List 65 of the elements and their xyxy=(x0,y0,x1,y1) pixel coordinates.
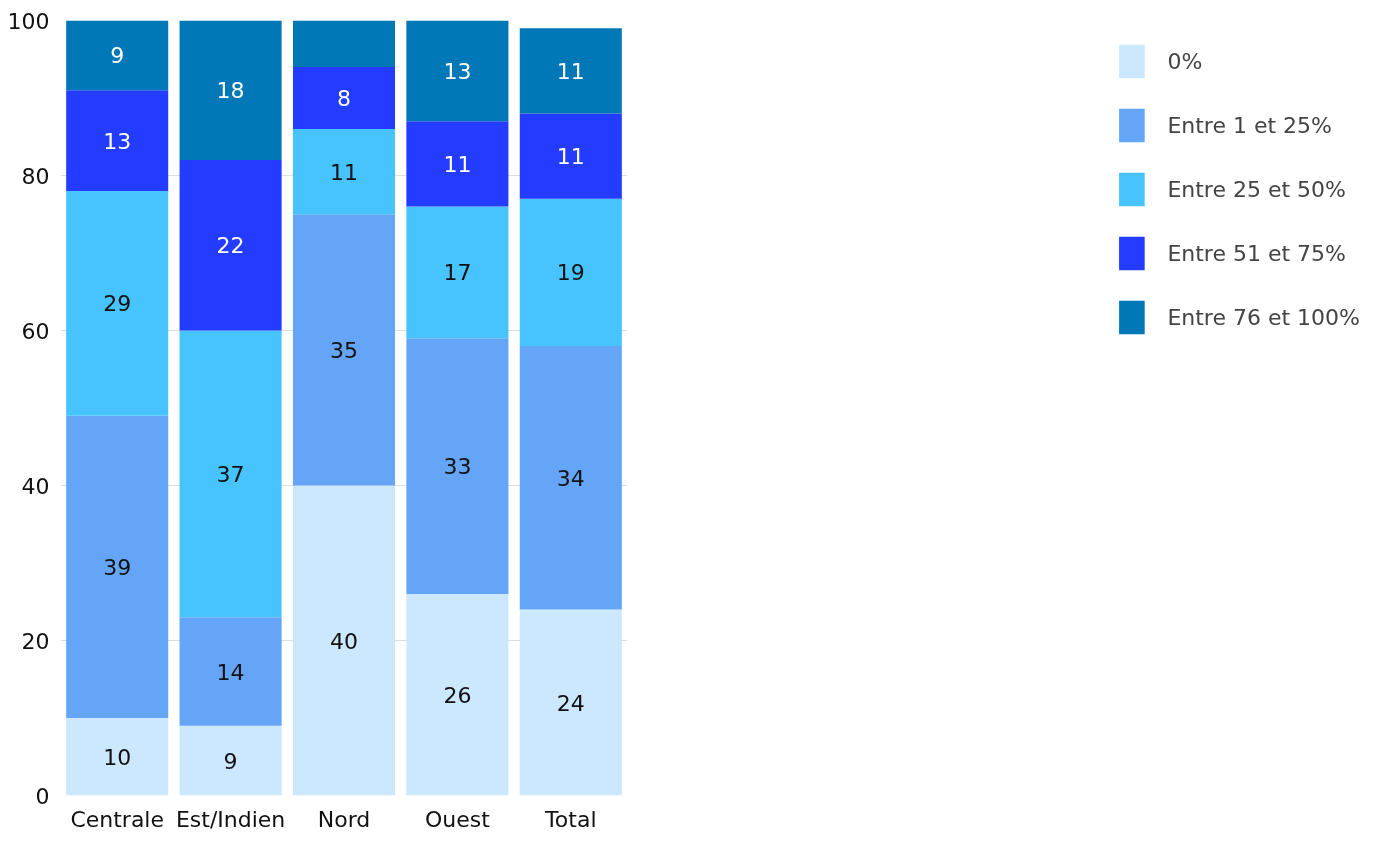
bar xyxy=(66,718,169,796)
bar xyxy=(406,594,509,796)
data-label: 17 xyxy=(443,260,472,286)
x-tick-label: Centrale xyxy=(70,806,165,832)
bar xyxy=(179,725,282,796)
bar xyxy=(179,330,282,618)
bar xyxy=(519,346,622,610)
bar xyxy=(406,338,509,594)
data-label: 18 xyxy=(216,78,245,104)
legend-label: 0% xyxy=(1167,48,1203,74)
bar xyxy=(292,67,396,129)
bar xyxy=(292,20,396,67)
legend-label: Entre 51 et 75% xyxy=(1167,240,1346,266)
data-label: 13 xyxy=(103,128,132,154)
data-label: 9 xyxy=(110,43,125,69)
bar xyxy=(292,214,396,486)
bar xyxy=(66,20,169,91)
data-label: 13 xyxy=(443,58,472,84)
data-label: 35 xyxy=(330,337,358,363)
bar xyxy=(406,206,509,339)
x-tick-label: Ouest xyxy=(424,806,491,832)
data-label: 22 xyxy=(216,233,245,259)
legend-label: Entre 76 et 100% xyxy=(1167,304,1360,330)
data-label: 19 xyxy=(556,260,585,286)
x-tick-label: Total xyxy=(544,806,597,832)
bar xyxy=(519,28,622,114)
x-tick-label: Est/Indien xyxy=(175,806,286,832)
x-tick-label: Nord xyxy=(317,806,371,832)
bar xyxy=(519,609,622,796)
bar xyxy=(292,485,396,796)
y-tick-label: 0 xyxy=(35,783,50,809)
data-label: 34 xyxy=(556,465,585,491)
bar xyxy=(292,129,396,215)
data-label: 10 xyxy=(103,744,132,770)
data-label: 11 xyxy=(556,58,585,84)
data-label: 39 xyxy=(103,554,132,580)
bar xyxy=(66,191,169,416)
bar xyxy=(179,160,282,331)
bar xyxy=(406,20,509,122)
bar xyxy=(519,113,622,199)
data-label: 26 xyxy=(443,682,472,708)
legend-label: Entre 25 et 50% xyxy=(1167,176,1346,202)
y-tick-label: 40 xyxy=(21,473,50,499)
data-label: 11 xyxy=(330,159,358,185)
bar xyxy=(406,121,509,207)
bar xyxy=(179,20,282,160)
data-label: 11 xyxy=(556,144,585,170)
legend-label: Entre 1 et 25% xyxy=(1167,112,1332,138)
y-tick-label: 100 xyxy=(7,8,50,34)
bar xyxy=(66,415,169,718)
data-label: 24 xyxy=(556,690,585,716)
data-label: 9 xyxy=(223,748,238,774)
y-tick-label: 80 xyxy=(21,163,50,189)
data-label: 40 xyxy=(330,628,358,654)
data-label: 8 xyxy=(337,86,351,111)
data-label: 14 xyxy=(216,659,245,685)
bar xyxy=(66,90,169,191)
y-tick-label: 20 xyxy=(21,628,50,654)
y-tick-label: 60 xyxy=(21,318,50,344)
data-label: 29 xyxy=(103,291,132,317)
data-label: 11 xyxy=(443,151,472,177)
data-label: 37 xyxy=(216,461,245,487)
data-label: 33 xyxy=(443,454,472,480)
bar xyxy=(519,198,622,346)
bar xyxy=(179,617,282,726)
